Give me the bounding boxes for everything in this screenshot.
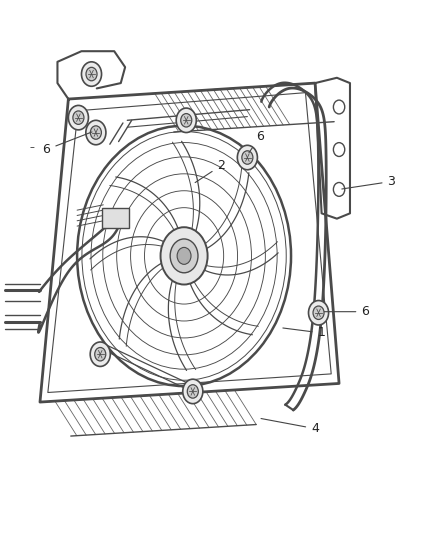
Circle shape	[313, 306, 324, 319]
Text: 4: 4	[261, 418, 319, 435]
Circle shape	[183, 379, 203, 403]
Circle shape	[95, 348, 106, 361]
Circle shape	[90, 342, 110, 367]
Circle shape	[170, 239, 198, 273]
Text: 1: 1	[283, 326, 325, 340]
Circle shape	[181, 114, 192, 127]
Circle shape	[176, 108, 196, 133]
Circle shape	[242, 151, 253, 164]
Circle shape	[86, 120, 106, 145]
Circle shape	[81, 62, 102, 86]
Text: 6: 6	[325, 305, 369, 318]
Circle shape	[68, 106, 88, 130]
Text: 6: 6	[249, 130, 265, 152]
Circle shape	[237, 146, 258, 169]
Circle shape	[308, 301, 328, 325]
Text: 3: 3	[342, 175, 396, 189]
Circle shape	[177, 247, 191, 264]
Text: –: –	[29, 142, 34, 152]
Circle shape	[73, 111, 84, 124]
Circle shape	[161, 227, 208, 285]
FancyBboxPatch shape	[102, 208, 129, 228]
Circle shape	[187, 385, 198, 398]
Text: 2: 2	[195, 159, 225, 183]
Circle shape	[90, 126, 102, 139]
Text: 6: 6	[42, 132, 92, 156]
Circle shape	[86, 67, 97, 81]
